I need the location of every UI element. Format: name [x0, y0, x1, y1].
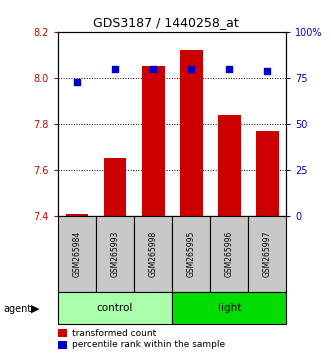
Bar	[172, 292, 286, 324]
Text: ▶: ▶	[31, 304, 40, 314]
Text: GSM265995: GSM265995	[187, 231, 196, 277]
Bar	[66, 214, 88, 216]
Bar	[104, 159, 126, 216]
Point	[74, 79, 79, 84]
Bar	[180, 50, 203, 216]
Bar	[172, 216, 210, 292]
Text: GDS3187 / 1440258_at: GDS3187 / 1440258_at	[93, 16, 238, 29]
Bar	[134, 216, 172, 292]
Text: transformed count: transformed count	[72, 329, 157, 338]
Bar	[256, 131, 279, 216]
Text: GSM265984: GSM265984	[72, 231, 81, 277]
Text: percentile rank within the sample: percentile rank within the sample	[72, 340, 225, 349]
Bar	[96, 216, 134, 292]
Point	[264, 68, 270, 73]
Text: control: control	[97, 303, 133, 313]
Bar	[58, 216, 96, 292]
Text: GSM265998: GSM265998	[149, 231, 158, 277]
Text: GSM265997: GSM265997	[263, 231, 272, 277]
Bar	[210, 216, 248, 292]
Text: GSM265996: GSM265996	[225, 231, 234, 277]
Text: agent: agent	[3, 304, 31, 314]
Point	[188, 66, 194, 72]
Text: light: light	[217, 303, 241, 313]
Bar	[248, 216, 286, 292]
Point	[112, 66, 118, 72]
Point	[150, 66, 156, 72]
Bar	[58, 292, 172, 324]
Bar	[218, 115, 241, 216]
Point	[226, 66, 232, 72]
Bar	[142, 67, 165, 216]
Text: GSM265993: GSM265993	[111, 231, 119, 277]
